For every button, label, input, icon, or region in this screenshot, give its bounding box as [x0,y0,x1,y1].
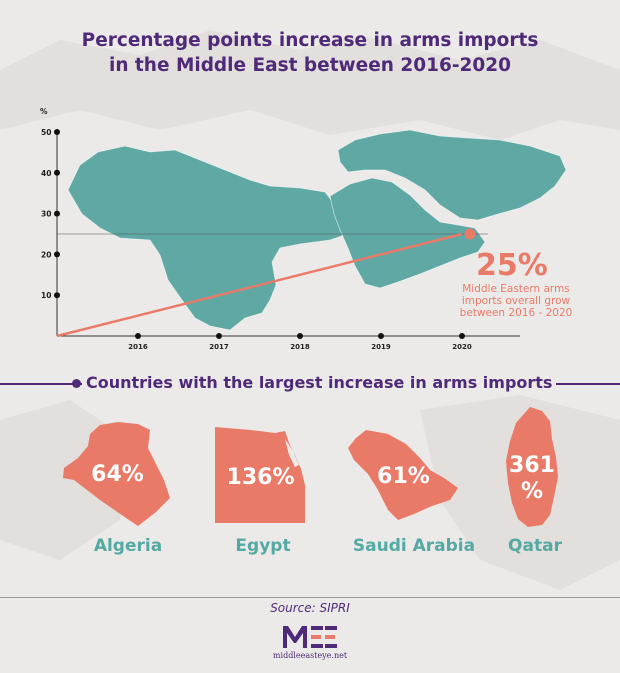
country-card-egypt: 136% [213,425,308,525]
x-ticks: 2016 2017 2018 2019 2020 [128,333,472,351]
egypt-map-icon [215,427,305,523]
algeria-map-icon [63,422,170,526]
y-tick-dot [54,251,60,258]
country-percent: 361 % [502,453,562,505]
x-tick-dot [378,333,384,339]
country-percent-sign: % [520,479,544,504]
country-percent: 136% [226,465,295,490]
source-label: Source: SIPRI [270,601,350,615]
y-tick-label: 40 [41,169,51,178]
chart-axes: % [40,107,520,337]
country-card-saudi-arabia: 61% [346,428,461,523]
chart-title: Percentage points increase in arms impor… [0,28,620,78]
arabia-shape [329,177,486,289]
x-tick-dot [459,333,465,339]
x-tick-label: 2017 [209,343,229,351]
x-tick-label: 2016 [128,343,148,351]
x-tick-dot [297,333,303,339]
x-tick-dot [216,333,222,339]
country-percent-value: 361 [509,453,555,478]
logo-site-text: middleeasteye.net [272,651,348,660]
x-tick-label: 2020 [452,343,472,351]
callout-line-1: Middle Eastern arms [462,283,570,295]
series-layer [56,228,476,338]
y-ticks: 10 20 30 40 50 [41,128,60,300]
saudi-arabia-map-icon [348,430,458,520]
x-tick-label: 2018 [290,343,310,351]
x-tick-dot [135,333,141,339]
y-tick-label: 50 [41,128,51,137]
title-line-2: in the Middle East between 2016-2020 [108,55,512,76]
x-tick-label: 2019 [371,343,391,351]
callout-text: Middle Eastern arms imports overall grow… [446,283,586,319]
section-title: Countries with the largest increase in a… [82,372,557,394]
middle-east-map [67,129,567,331]
country-name-egypt: Egypt [235,536,291,556]
country-name-saudi-arabia: Saudi Arabia [352,536,476,556]
north-africa-shape [67,145,346,331]
y-tick-dot [54,169,60,176]
y-tick-dot [54,210,60,217]
callout-line-3: between 2016 - 2020 [459,307,573,319]
callout-line-2: imports overall grow [461,295,571,307]
series-line [56,232,463,338]
y-tick-label: 30 [41,210,51,219]
footer-divider [0,597,620,598]
country-percent: 64% [91,462,144,487]
country-card-qatar: 361 % [502,405,562,530]
chart-area: % 10 20 30 40 50 2016 2017 2018 2019 2020 [40,107,567,351]
qatar-map-icon [506,407,558,527]
country-name-qatar: Qatar [508,536,562,556]
country-percent: 61% [377,464,430,489]
levant-iran-shape [337,129,567,221]
section-divider-dot-left [72,379,81,388]
series-end-point [464,228,476,240]
y-tick-label: 10 [41,291,51,300]
title-line-1: Percentage points increase in arms impor… [81,30,539,51]
country-card-algeria: 64% [60,420,175,530]
y-tick-label: 20 [41,250,51,259]
y-tick-dot [54,129,60,135]
mee-logo [283,626,337,648]
y-axis-unit-label: % [40,107,48,116]
country-name-algeria: Algeria [93,536,163,556]
callout-value: 25% [476,248,548,283]
y-tick-dot [54,292,60,299]
